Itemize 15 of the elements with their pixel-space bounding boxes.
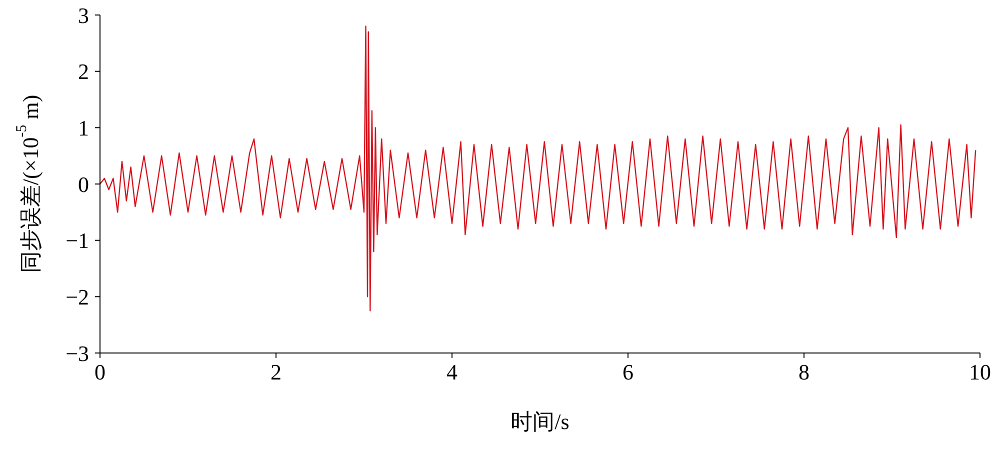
y-tick-label: 3 <box>78 2 89 28</box>
x-tick-label: 6 <box>622 360 634 385</box>
y-tick-label: 1 <box>78 115 89 140</box>
y-tick-label: 2 <box>78 59 89 84</box>
y-tick-label: −3 <box>66 340 89 366</box>
line-series <box>100 26 976 312</box>
x-axis-title: 时间/s <box>510 408 570 434</box>
x-tick-label: 0 <box>94 360 106 385</box>
y-tick-label: −2 <box>66 284 89 310</box>
y-tick-label: 0 <box>78 172 89 197</box>
x-tick-label: 10 <box>969 360 991 385</box>
x-tick-label: 4 <box>446 360 458 385</box>
x-tick-label: 8 <box>798 360 810 385</box>
y-tick-label: −1 <box>66 228 89 254</box>
x-tick-label: 2 <box>270 360 282 385</box>
